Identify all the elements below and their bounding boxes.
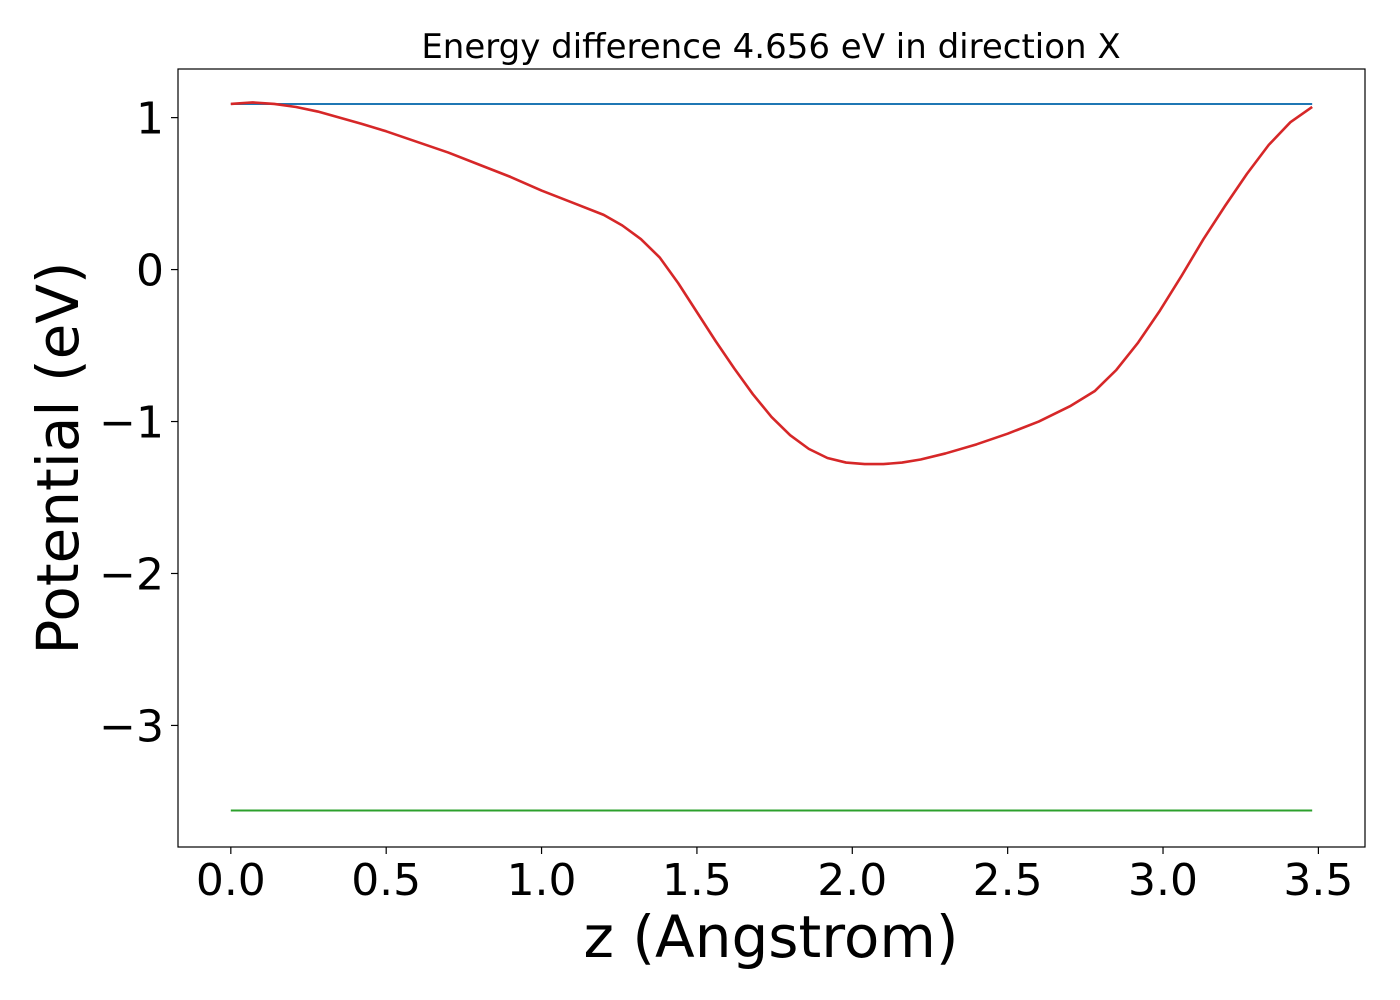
y-tick-label: 0 [136,246,164,297]
x-tick-label: 2.5 [973,855,1043,906]
x-tick-label: 1.5 [662,855,732,906]
y-tick-label: 1 [136,94,164,145]
y-axis-label: Potential (eV) [24,261,92,654]
plot-frame [177,68,1366,848]
y-tick-label: −1 [99,398,164,449]
x-tick-label: 2.0 [817,855,887,906]
series-layer [230,101,1313,812]
y-tick-label: −3 [99,701,164,752]
x-ticks: 0.0 0.5 1.0 1.5 2.0 2.5 3.0 3.5 [196,847,1353,906]
x-tick-label: 1.0 [507,855,577,906]
chart-title: Energy difference 4.656 eV in direction … [421,27,1120,67]
series-line-2 [230,101,1313,466]
y-tick-label: −2 [99,549,164,600]
x-tick-label: 3.5 [1283,855,1353,906]
x-tick-label: 3.0 [1128,855,1198,906]
x-tick-label: 0.5 [351,855,421,906]
x-tick-label: 0.0 [196,855,266,906]
y-ticks: 1 0 −1 −2 −3 [99,94,178,752]
x-axis-label: z (Angstrom) [584,903,959,971]
